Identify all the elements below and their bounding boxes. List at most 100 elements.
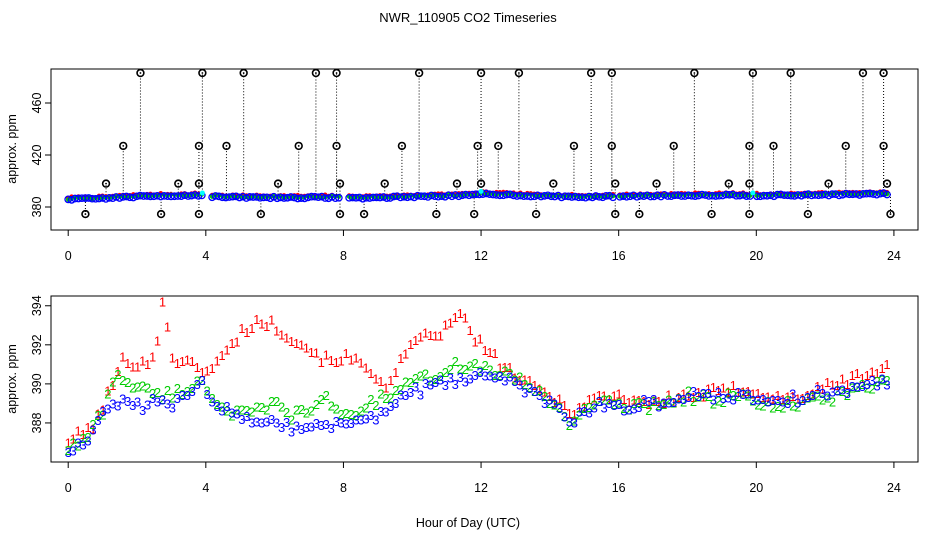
top-xtick-label: 8 — [340, 249, 347, 263]
outlier-point-center — [122, 145, 125, 147]
series-3-point: 3 — [591, 400, 598, 415]
series-3-point: 3 — [328, 421, 335, 436]
series-1-point: 1 — [129, 359, 136, 374]
outlier-point — [745, 209, 754, 219]
outlier-point-center — [518, 72, 520, 74]
series-2-point: 2 — [675, 391, 682, 406]
series-3-point: 3 — [323, 417, 330, 432]
series-3-point: 3 — [318, 418, 325, 433]
series-2-point: 2 — [238, 402, 245, 417]
series-3-point: 3 — [610, 398, 617, 413]
bottom-xtick-label: 0 — [65, 481, 72, 495]
series-2-point: 2 — [392, 383, 399, 398]
series-1-point: 1 — [99, 403, 106, 418]
series-1-point: 1 — [149, 349, 156, 364]
series-2-point: 2 — [124, 375, 131, 390]
series-3-point: 3 — [774, 393, 781, 408]
series-2-point: 2 — [814, 389, 821, 404]
series-3-point: 3 — [561, 410, 568, 425]
top-series3-point — [879, 189, 888, 198]
series-3-point: 3 — [263, 415, 270, 430]
top-ytick-label: 380 — [30, 197, 44, 218]
series-2-point: 2 — [104, 386, 111, 401]
bottom-xtick-label: 16 — [612, 481, 626, 495]
top-series3-point — [331, 194, 340, 203]
series-2-point: 2 — [551, 398, 558, 413]
top-series3-point — [115, 194, 124, 202]
outlier-point — [494, 141, 503, 151]
series-1-point: 1 — [606, 392, 613, 407]
series-1-point: 1 — [715, 383, 722, 398]
top-series3-point — [454, 192, 463, 201]
series-2-point: 2 — [427, 374, 434, 389]
top-series3-point — [194, 192, 203, 200]
series-2-point: 2 — [352, 408, 359, 423]
series-3-point: 3 — [496, 369, 503, 384]
series-1-point: 1 — [809, 387, 816, 402]
series-3-point: 3 — [119, 391, 126, 406]
top-panel-co2-overview: 0 4 8 12 16 20 24 380 420 460 approx. ppm — [5, 68, 919, 263]
series-2-point: 2 — [799, 393, 806, 408]
outlier-point-center — [772, 145, 775, 147]
series-3-point: 3 — [630, 402, 637, 417]
series-3-point: 3 — [640, 392, 647, 407]
series-1-point: 1 — [94, 406, 101, 421]
series-2-point: 2 — [189, 381, 196, 396]
series-2-point: 2 — [744, 388, 751, 403]
series-2-point: 2 — [576, 408, 583, 423]
series-2-point: 2 — [109, 375, 116, 390]
series-3-point: 3 — [75, 436, 82, 451]
series-2-point: 2 — [218, 400, 225, 415]
series-2-point: 2 — [377, 386, 384, 401]
series-2-point: 2 — [457, 362, 464, 377]
outlier-point-center — [277, 182, 279, 185]
series-1-point: 1 — [685, 388, 692, 403]
series-1-point: 1 — [342, 346, 349, 361]
series-3-point: 3 — [695, 389, 702, 404]
series-2-point: 2 — [194, 373, 201, 388]
series-3-point: 3 — [501, 373, 508, 388]
outlier-point-center — [748, 182, 751, 185]
top-series3-point — [691, 192, 700, 200]
series-2-point: 2 — [129, 380, 136, 395]
outlier-point — [569, 141, 579, 151]
series-1-point: 1 — [422, 326, 429, 341]
series-1-point: 1 — [551, 395, 558, 410]
outlier-point-center — [198, 182, 200, 185]
series-1-point: 1 — [799, 391, 806, 406]
series-1-point: 1 — [521, 372, 528, 387]
series-1-point: 1 — [491, 346, 498, 361]
bottom-xtick-label: 24 — [887, 481, 901, 495]
outlier-point — [824, 179, 833, 188]
series-1-point: 1 — [705, 381, 712, 396]
series-2-point: 2 — [591, 398, 598, 413]
series-2-point: 2 — [749, 393, 756, 408]
series-2-point: 2 — [481, 358, 488, 373]
top-ytick-label: 420 — [30, 145, 44, 166]
series-2-point: 2 — [204, 384, 211, 399]
series-2-point: 2 — [804, 390, 811, 405]
bottom-ylabel: approx. ppm — [5, 344, 19, 413]
series-3-point: 3 — [233, 406, 240, 421]
series-3-point: 3 — [372, 413, 379, 428]
series-3-point: 3 — [784, 396, 791, 411]
bottom-xtick-label: 4 — [202, 481, 209, 495]
outlier-point-center — [339, 182, 341, 185]
series-3-point: 3 — [526, 381, 533, 396]
series-2-point: 2 — [511, 372, 518, 387]
outlier-point-center — [889, 213, 892, 215]
series-2-point: 2 — [496, 368, 503, 383]
series-1-point: 1 — [452, 310, 459, 325]
outlier-point-center — [339, 213, 341, 215]
series-2-point: 2 — [342, 406, 349, 421]
series-3-point: 3 — [238, 412, 245, 427]
series-1-point: 1 — [397, 351, 404, 366]
series-2-point: 2 — [372, 398, 379, 413]
series-3-point: 3 — [660, 396, 667, 411]
outlier-point — [882, 179, 892, 188]
series-2-point: 2 — [347, 407, 354, 422]
series-2-point: 2 — [620, 401, 627, 416]
outlier-point-center — [882, 72, 885, 74]
series-1-point: 1 — [749, 387, 756, 402]
top-series3-point — [828, 190, 837, 198]
